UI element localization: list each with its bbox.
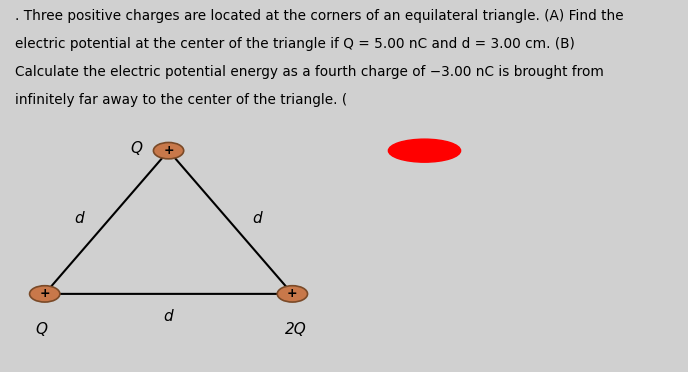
Circle shape xyxy=(153,142,184,159)
Text: d: d xyxy=(164,309,173,324)
Circle shape xyxy=(30,286,60,302)
Circle shape xyxy=(277,286,308,302)
Text: 2Q: 2Q xyxy=(285,322,307,337)
Text: +: + xyxy=(287,288,298,300)
Text: Q: Q xyxy=(35,322,47,337)
Ellipse shape xyxy=(388,139,461,162)
Text: Calculate the electric potential energy as a fourth charge of −3.00 nC is brough: Calculate the electric potential energy … xyxy=(15,65,604,79)
Text: +: + xyxy=(163,144,174,157)
Text: +: + xyxy=(39,288,50,300)
Text: . Three positive charges are located at the corners of an equilateral triangle. : . Three positive charges are located at … xyxy=(15,9,624,23)
Text: electric potential at the center of the triangle if Q = 5.00 nC and d = 3.00 cm.: electric potential at the center of the … xyxy=(15,37,575,51)
Text: Q: Q xyxy=(131,141,142,156)
Text: d: d xyxy=(252,211,261,226)
Text: infinitely far away to the center of the triangle. (: infinitely far away to the center of the… xyxy=(15,93,347,107)
Text: d: d xyxy=(74,211,84,226)
